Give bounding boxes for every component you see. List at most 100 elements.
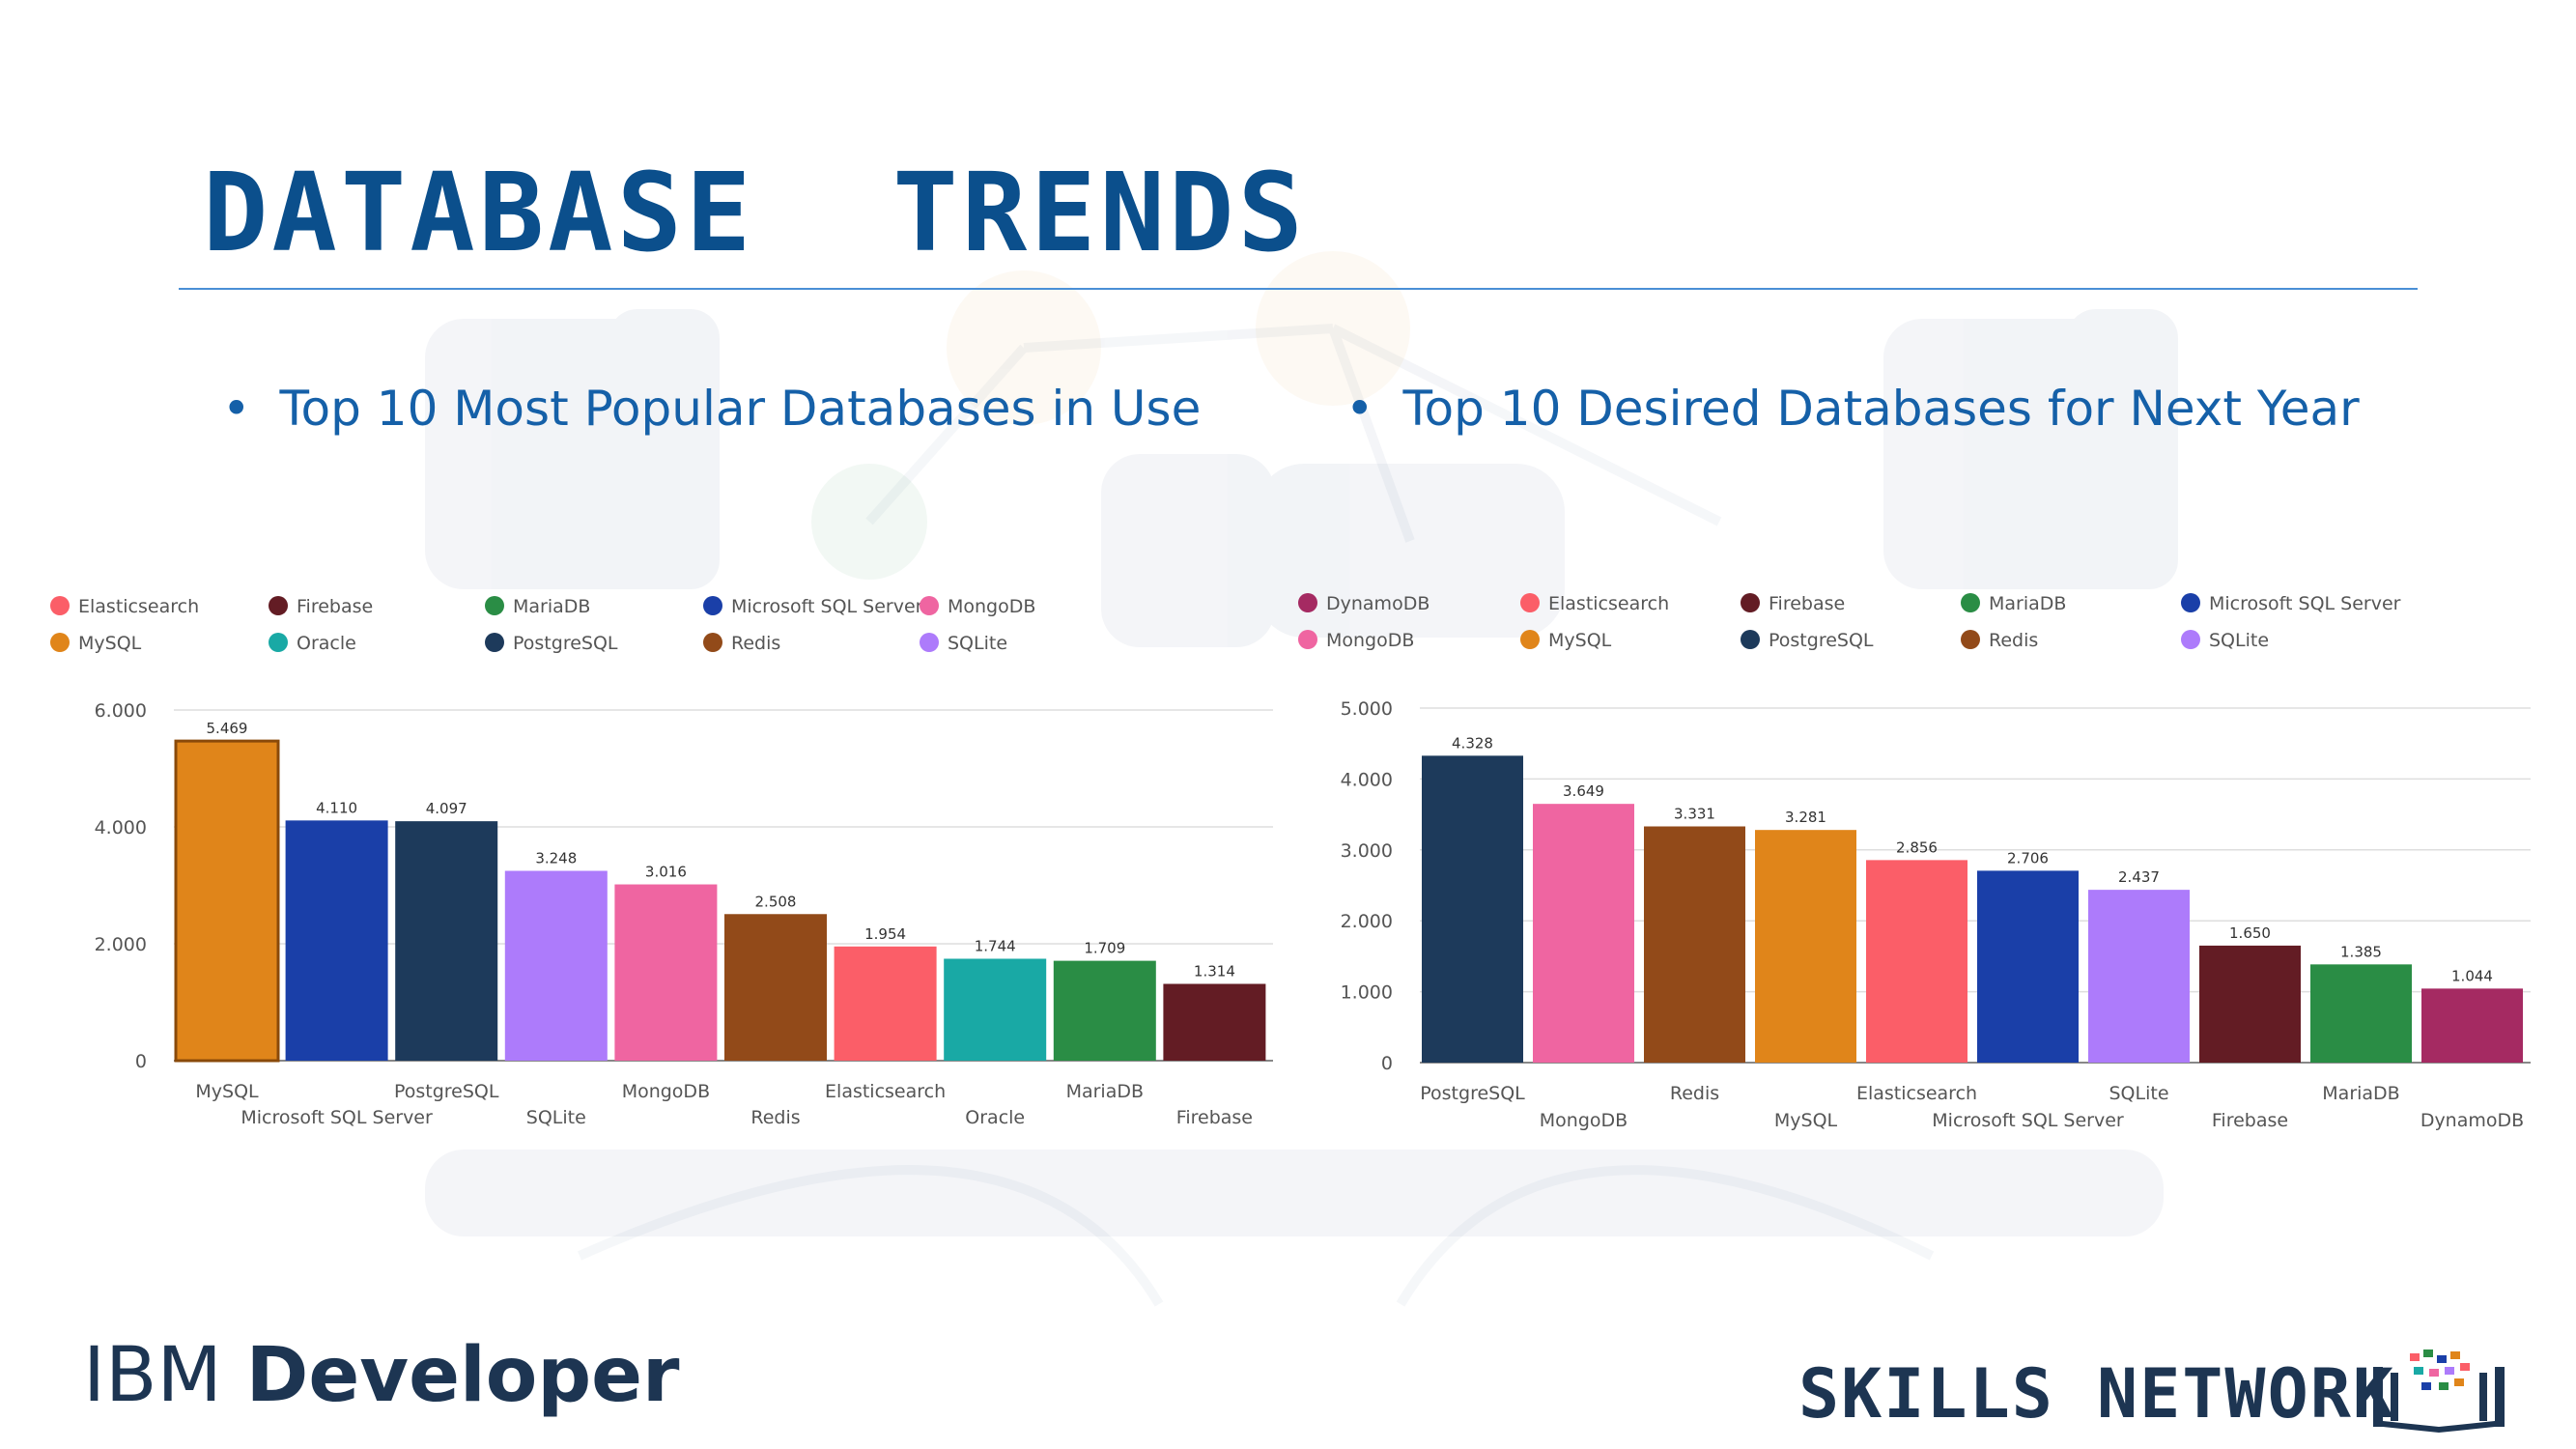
data-label: 1.709 — [1084, 940, 1125, 957]
legend-label: Firebase — [297, 596, 373, 617]
y-tick-label: 6.000 — [95, 700, 147, 722]
y-tick-label: 4.000 — [1341, 769, 1393, 790]
x-tick-label: Oracle — [965, 1107, 1025, 1128]
x-tick-label: MongoDB — [622, 1081, 710, 1102]
bar-dynamodb — [2421, 988, 2523, 1063]
data-label: 4.328 — [1452, 734, 1493, 752]
data-label: 1.314 — [1194, 963, 1235, 980]
skills-network-book-icon — [2373, 1350, 2505, 1433]
y-tick-label: 5.000 — [1341, 698, 1393, 720]
legend-marker — [50, 633, 70, 652]
x-tick-label: Redis — [750, 1107, 800, 1128]
data-label: 1.650 — [2229, 924, 2271, 942]
title-divider — [179, 288, 2418, 290]
x-tick-label: Firebase — [2212, 1110, 2288, 1131]
legend-label: PostgreSQL — [1769, 630, 1874, 651]
data-label: 1.744 — [975, 937, 1016, 954]
y-tick-label: 2.000 — [95, 934, 147, 955]
legend-marker — [1520, 630, 1540, 649]
data-label: 5.469 — [207, 720, 248, 737]
y-tick-label: 3.000 — [1341, 840, 1393, 862]
x-tick-label: Elasticsearch — [825, 1081, 946, 1102]
legend-label: Microsoft SQL Server — [2209, 593, 2401, 614]
x-tick-label: PostgreSQL — [1420, 1083, 1525, 1104]
x-tick-label: MongoDB — [1540, 1110, 1628, 1131]
bar-sqlite — [504, 870, 608, 1061]
legend-label: SQLite — [2209, 630, 2269, 651]
data-label: 2.856 — [1896, 838, 1938, 856]
legend-marker — [920, 633, 939, 652]
data-label: 4.110 — [316, 799, 357, 816]
bullet-marker: • — [222, 381, 251, 437]
legend-label: Oracle — [297, 633, 356, 654]
y-tick-label: 2.000 — [1341, 911, 1393, 932]
legend-label: MariaDB — [1989, 593, 2066, 614]
x-tick-label: Microsoft SQL Server — [241, 1107, 433, 1128]
legend-marker — [2181, 593, 2200, 612]
data-label: 2.437 — [2118, 868, 2160, 886]
brand-light: IBM — [83, 1332, 246, 1419]
legend-marker — [1298, 593, 1317, 612]
bar-mysql — [1755, 830, 1856, 1063]
data-label: 3.281 — [1785, 809, 1826, 826]
bullet-text: Top 10 Desired Databases for Next Year — [1402, 381, 2360, 437]
bar-mariadb — [2310, 964, 2412, 1063]
bar-postgresql — [1422, 755, 1523, 1063]
legend-marker — [269, 596, 288, 615]
legend-marker — [1520, 593, 1540, 612]
legend-label: MySQL — [1548, 630, 1612, 651]
legend-label: PostgreSQL — [513, 633, 618, 654]
bar-mariadb — [1053, 960, 1156, 1061]
x-tick-label: SQLite — [526, 1107, 586, 1128]
x-tick-label: MariaDB — [1066, 1081, 1144, 1102]
legend-marker — [1741, 593, 1760, 612]
bar-firebase — [2199, 945, 2301, 1063]
data-label: 3.248 — [535, 849, 577, 867]
bar-mysql — [174, 739, 280, 1063]
legend-marker — [50, 596, 70, 615]
legend-marker — [1961, 593, 1980, 612]
y-tick-label: 4.000 — [95, 817, 147, 838]
legend-label: Microsoft SQL Server — [731, 596, 923, 617]
bar-postgresql — [395, 821, 498, 1061]
legend-label: Elasticsearch — [78, 596, 199, 617]
skills-network-logo-text: SKILLS NETWORK — [1798, 1354, 2396, 1434]
bar-redis — [1644, 826, 1745, 1063]
legend-marker — [1741, 630, 1760, 649]
bar-sqlite — [2088, 890, 2190, 1063]
data-label: 2.706 — [2007, 849, 2049, 867]
legend-marker — [485, 596, 504, 615]
legend-label: DynamoDB — [1326, 593, 1430, 614]
x-tick-label: SQLite — [2109, 1083, 2168, 1104]
bullet-desired-databases: • Top 10 Desired Databases for Next Year — [1345, 384, 2360, 433]
slide-title: DATABASE TRENDS — [203, 151, 1307, 276]
y-tick-label: 0 — [135, 1051, 147, 1072]
data-label: 1.044 — [2451, 967, 2493, 984]
data-label: 2.508 — [755, 893, 797, 910]
x-tick-label: Redis — [1670, 1083, 1719, 1104]
x-tick-label: Elasticsearch — [1856, 1083, 1977, 1104]
legend-label: Firebase — [1769, 593, 1845, 614]
bar-elasticsearch — [1866, 860, 1967, 1063]
bar-microsoft-sql-server — [1977, 870, 2079, 1063]
legend-label: MariaDB — [513, 596, 590, 617]
legend-marker — [920, 596, 939, 615]
data-label: 1.954 — [864, 925, 906, 943]
legend-marker — [703, 633, 722, 652]
legend-marker — [2181, 630, 2200, 649]
legend-label: MySQL — [78, 633, 142, 654]
x-tick-label: PostgreSQL — [394, 1081, 499, 1102]
bar-oracle — [944, 958, 1047, 1061]
x-tick-label: Firebase — [1176, 1107, 1253, 1128]
x-tick-label: Microsoft SQL Server — [1932, 1110, 2124, 1131]
legend-marker — [1298, 630, 1317, 649]
legend-label: MongoDB — [948, 596, 1035, 617]
legend-label: Redis — [731, 633, 780, 654]
data-label: 3.016 — [645, 864, 687, 881]
legend-label: Elasticsearch — [1548, 593, 1669, 614]
bullet-popular-databases: • Top 10 Most Popular Databases in Use — [222, 384, 1201, 433]
data-label: 4.097 — [426, 800, 467, 817]
data-label: 1.385 — [2340, 943, 2382, 960]
bar-redis — [724, 914, 827, 1061]
